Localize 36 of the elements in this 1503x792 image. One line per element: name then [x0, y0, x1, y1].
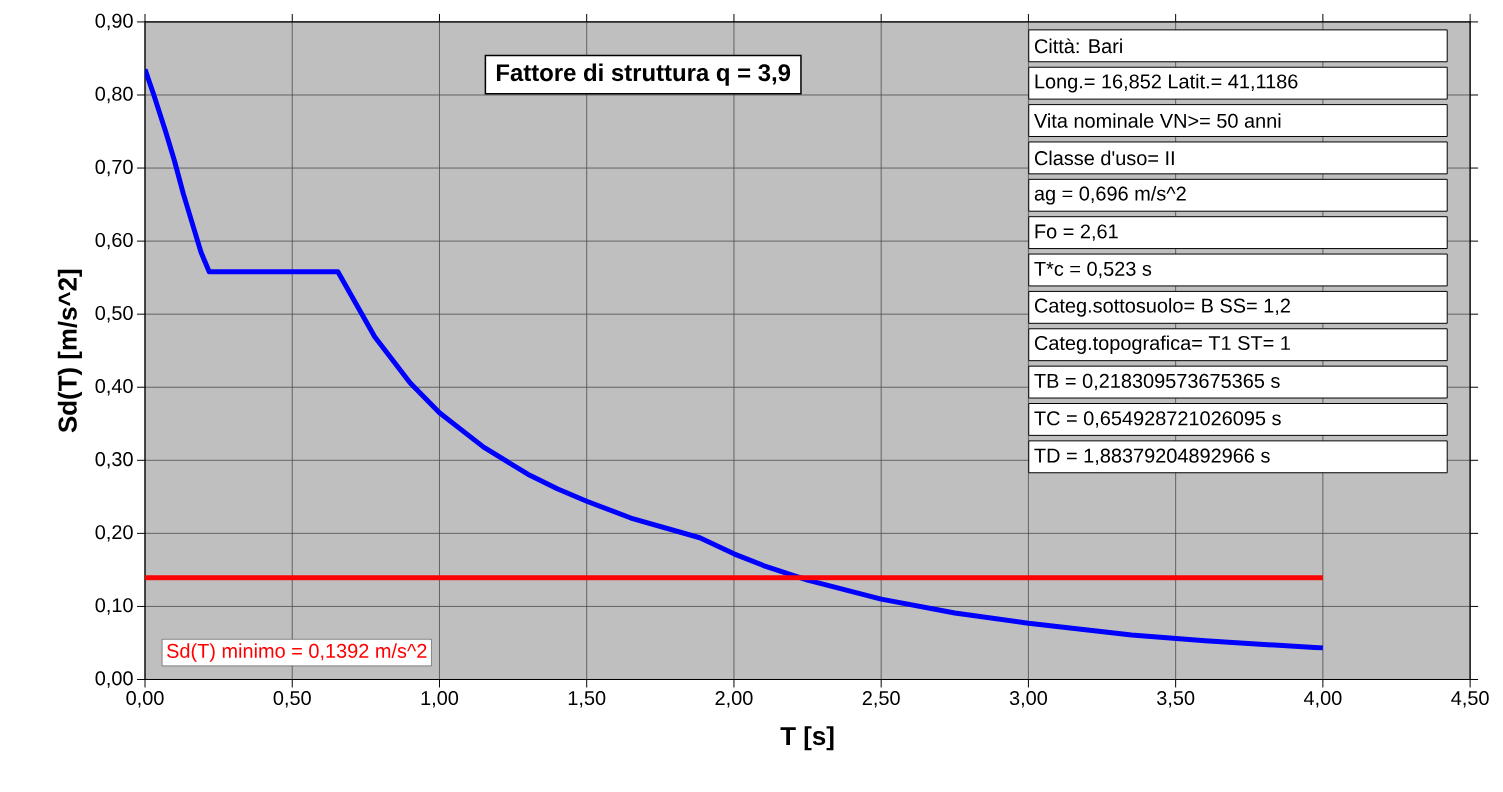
x-tick-label: 4,00: [1303, 690, 1342, 708]
annotation: Long.= 16,852 Latit.= 41,1186: [1035, 73, 1298, 93]
y-tick-label: 0,50: [95, 305, 133, 323]
annotation: TB = 0,218309573675365 s: [1034, 373, 1280, 391]
y-tick-label: 0,90: [95, 13, 133, 31]
y-axis-title: Sd(T) [m/s^2]: [57, 269, 82, 433]
x-tick-label: 4,50: [1451, 690, 1489, 708]
y-tick-label: 0,10: [95, 598, 133, 615]
y-tick-label: 0,80: [95, 86, 133, 104]
x-tick-label: 2,50: [862, 690, 900, 708]
annotation: TD = 1,88379204892966 s: [1034, 448, 1270, 466]
annotation: ag = 0,696 m/s^2: [1034, 185, 1186, 205]
x-axis-title: T [s]: [780, 726, 834, 751]
annotation: TC = 0,654928721026095 s: [1034, 411, 1281, 428]
annotation: Categ.topografica= T1 ST= 1: [1034, 335, 1290, 354]
y-tick-label: 0,30: [95, 452, 133, 469]
x-tick-label: 3,50: [1157, 690, 1195, 708]
x-tick-label: 2,00: [715, 690, 753, 708]
annotation: Classe d'uso= II: [1034, 150, 1174, 166]
x-tick-label: 3,00: [1009, 690, 1048, 708]
x-tick-label: 1,50: [568, 690, 606, 708]
y-tick-label: 0,60: [95, 232, 133, 250]
x-tick-label: 0,00: [126, 690, 164, 708]
annotation: T*c = 0,523 s: [1034, 261, 1152, 279]
y-tick-label: 0,00: [95, 671, 133, 688]
y-tick-label: 0,70: [95, 159, 133, 177]
y-tick-label: 0,40: [95, 378, 133, 396]
x-tick-label: 1,00: [421, 690, 459, 708]
text: Sd(T) minimo = 0,1392 m/s^2: [167, 643, 427, 662]
annotation: Città: Bari: [1034, 38, 1122, 54]
annotation: Fo = 2,61: [1035, 224, 1118, 241]
text: Fattore di struttura q = 3,9: [496, 63, 791, 86]
annotation: Vita nominale VN>= 50 anni: [1034, 113, 1281, 128]
annotation: Categ.sottosuolo= B SS= 1,2: [1034, 298, 1290, 317]
y-tick-label: 0,20: [95, 525, 133, 542]
x-tick-label: 0,50: [273, 690, 311, 708]
